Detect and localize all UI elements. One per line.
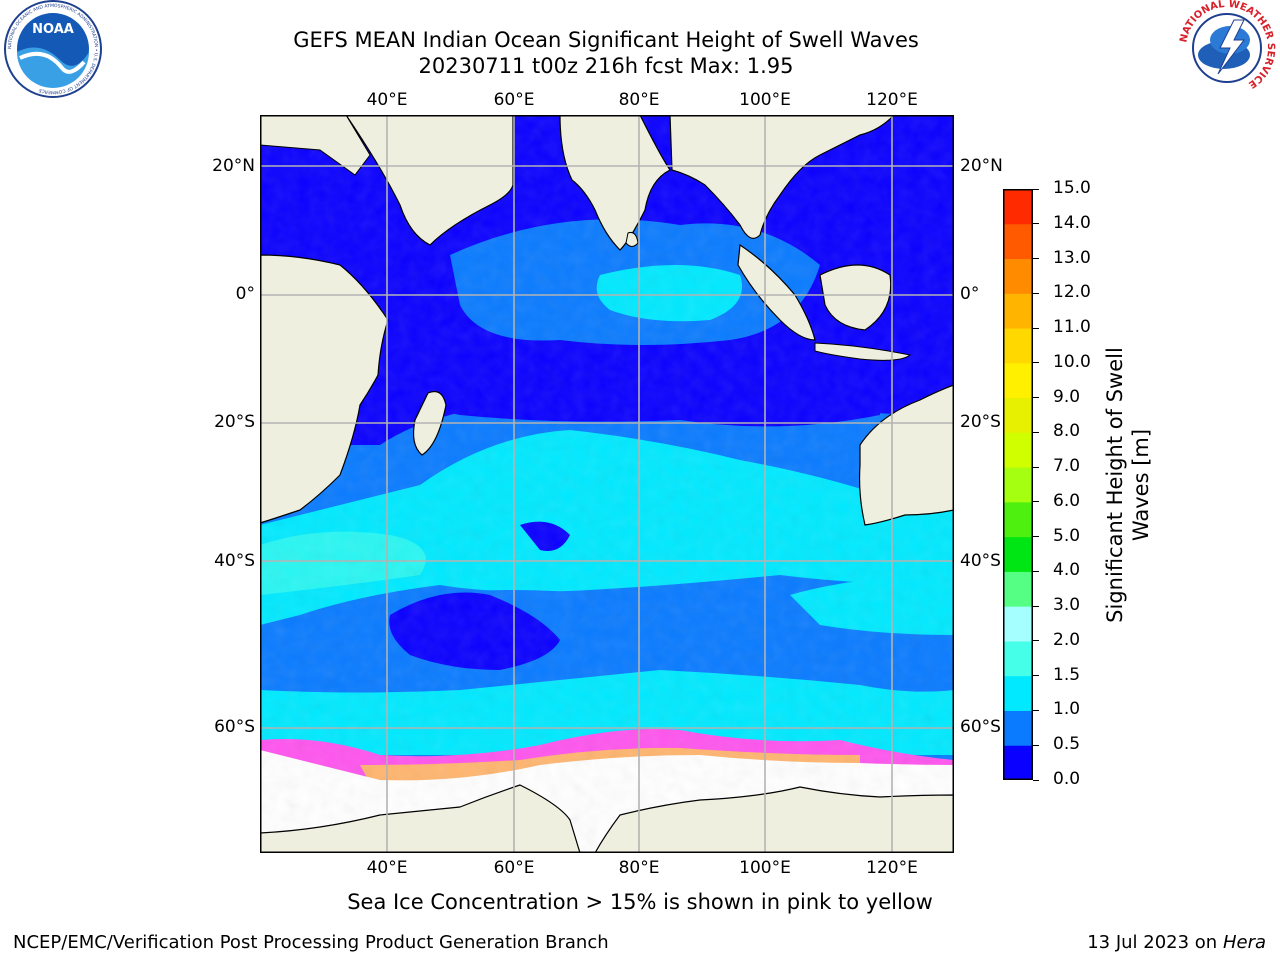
lon-tick-bottom-40e: 40°E (366, 858, 408, 878)
land-antarctica-west (260, 784, 581, 853)
colorbar-tick-label: 4.0 (1053, 560, 1081, 581)
lat-tick-left-60s: 60°S (214, 717, 255, 737)
lat-tick-left-40s: 40°S (214, 551, 255, 571)
colorbar-segment (1003, 293, 1033, 329)
colorbar-tick-mark (1033, 362, 1039, 364)
colorbar-tick-mark (1033, 709, 1039, 711)
lon-tick-bottom-120e: 120°E (866, 858, 918, 878)
colorbar (1003, 189, 1033, 781)
lon-tick-top-80e: 80°E (618, 90, 660, 110)
colorbar-segment (1003, 397, 1033, 433)
lon-tick-top-60e: 60°E (493, 90, 535, 110)
lat-tick-right-20s: 20°S (960, 412, 1001, 432)
colorbar-tick-mark (1033, 605, 1039, 607)
colorbar-tick-mark (1033, 640, 1039, 642)
colorbar-ticks: 0.0 0.5 1.0 1.5 2.0 3.0 4.0 5.0 6.0 7.0 8.0 9.0 10.0… (1033, 0, 1100, 960)
colorbar-tick-mark (1033, 223, 1039, 225)
noaa-logo: NOAA NATIONAL OCEANIC AND ATMOSPHERIC AD… (0, 0, 106, 100)
colorbar-tick-label: 2.0 (1053, 629, 1081, 650)
land-africa (260, 254, 389, 524)
lat-tick-left-20n: 20°N (212, 156, 255, 176)
colorbar-tick-mark (1033, 431, 1039, 433)
colorbar-tick-label: 5.0 (1053, 525, 1081, 546)
colorbar-tick-label: 8.0 (1053, 421, 1081, 442)
colorbar-segment (1003, 675, 1033, 711)
colorbar-tick-mark (1033, 501, 1039, 503)
swell-height-map (260, 115, 954, 853)
colorbar-tick-mark (1033, 466, 1039, 468)
colorbar-segment (1003, 501, 1033, 538)
colorbar-tick-label: 9.0 (1053, 386, 1081, 407)
land-borneo (819, 264, 892, 331)
colorbar-tick-label: 7.0 (1053, 456, 1081, 477)
colorbar-tick-mark (1033, 779, 1039, 781)
lat-tick-left-20s: 20°S (214, 412, 255, 432)
colorbar-segment (1003, 328, 1033, 364)
lat-tick-right-0: 0° (960, 284, 980, 304)
lon-tick-top-120e: 120°E (866, 90, 918, 110)
lat-tick-right-20n: 20°N (960, 156, 1003, 176)
noaa-logo-text: NOAA (32, 22, 74, 37)
colorbar-tick-label: 14.0 (1053, 212, 1091, 233)
colorbar-segment (1003, 710, 1033, 746)
land-sumatra (737, 243, 816, 341)
colorbar-tick-mark (1033, 675, 1039, 677)
colorbar-tick-label: 15.0 (1053, 178, 1091, 198)
colorbar-tick-label: 0.5 (1053, 734, 1081, 755)
lat-tick-right-40s: 40°S (960, 551, 1001, 571)
footer-date-text: 13 Jul 2023 on (1087, 932, 1223, 953)
colorbar-tick-mark (1033, 744, 1039, 746)
colorbar-tick-label: 3.0 (1053, 595, 1081, 616)
colorbar-tick-label: 11.0 (1053, 317, 1091, 338)
footer-date: 13 Jul 2023 on Hera (1087, 932, 1266, 953)
footer-host: Hera (1222, 932, 1266, 953)
colorbar-tick-mark (1033, 327, 1039, 329)
colorbar-segment (1003, 223, 1033, 260)
colorbar-tick-label: 12.0 (1053, 282, 1091, 303)
lon-tick-bottom-80e: 80°E (618, 858, 660, 878)
lon-tick-bottom-100e: 100°E (739, 858, 791, 878)
map-title: GEFS MEAN Indian Ocean Significant Heigh… (293, 28, 919, 52)
colorbar-tick-mark (1033, 188, 1039, 190)
colorbar-segment (1003, 189, 1033, 225)
colorbar-tick-label: 13.0 (1053, 247, 1091, 268)
footer-credit: NCEP/EMC/Verification Post Processing Pr… (13, 932, 609, 953)
colorbar-segment (1003, 258, 1033, 294)
sea-ice-annotation: Sea Ice Concentration > 15% is shown in … (347, 890, 933, 914)
lon-tick-top-40e: 40°E (366, 90, 408, 110)
colorbar-tick-label: 0.0 (1053, 769, 1081, 789)
lat-tick-left-0: 0° (235, 284, 255, 304)
map-subtitle: 20230711 t00z 216h fcst Max: 1.95 (418, 54, 794, 78)
colorbar-segment (1003, 362, 1033, 399)
map-gridlines (260, 115, 954, 853)
colorbar-tick-mark (1033, 570, 1039, 572)
colorbar-segment (1003, 536, 1033, 572)
map-frame (260, 115, 954, 853)
land-australia (858, 384, 954, 526)
colorbar-segment (1003, 606, 1033, 642)
colorbar-segment (1003, 571, 1033, 607)
colorbar-segment (1003, 467, 1033, 503)
colorbar-segment (1003, 640, 1033, 677)
land-southeast-asia (669, 115, 895, 239)
nws-logo: NATIONAL WEATHER SERVICE (1174, 0, 1280, 100)
colorbar-segment (1003, 745, 1033, 781)
colorbar-tick-label: 1.0 (1053, 699, 1081, 720)
land-antarctica-east (594, 786, 954, 853)
land-india (559, 115, 671, 251)
colorbar-tick-mark (1033, 292, 1039, 294)
colorbar-tick-mark (1033, 258, 1039, 260)
colorbar-tick-label: 1.5 (1053, 664, 1081, 685)
colorbar-tick-label: 6.0 (1053, 490, 1081, 511)
colorbar-tick-mark (1033, 397, 1039, 399)
colorbar-label: Significant Height of Swell Waves [m] (1103, 347, 1153, 623)
colorbar-tick-label: 10.0 (1053, 351, 1091, 372)
colorbar-segment (1003, 432, 1033, 468)
lat-tick-right-60s: 60°S (960, 717, 1001, 737)
lon-tick-bottom-60e: 60°E (493, 858, 535, 878)
colorbar-tick-mark (1033, 536, 1039, 538)
lon-tick-top-100e: 100°E (739, 90, 791, 110)
